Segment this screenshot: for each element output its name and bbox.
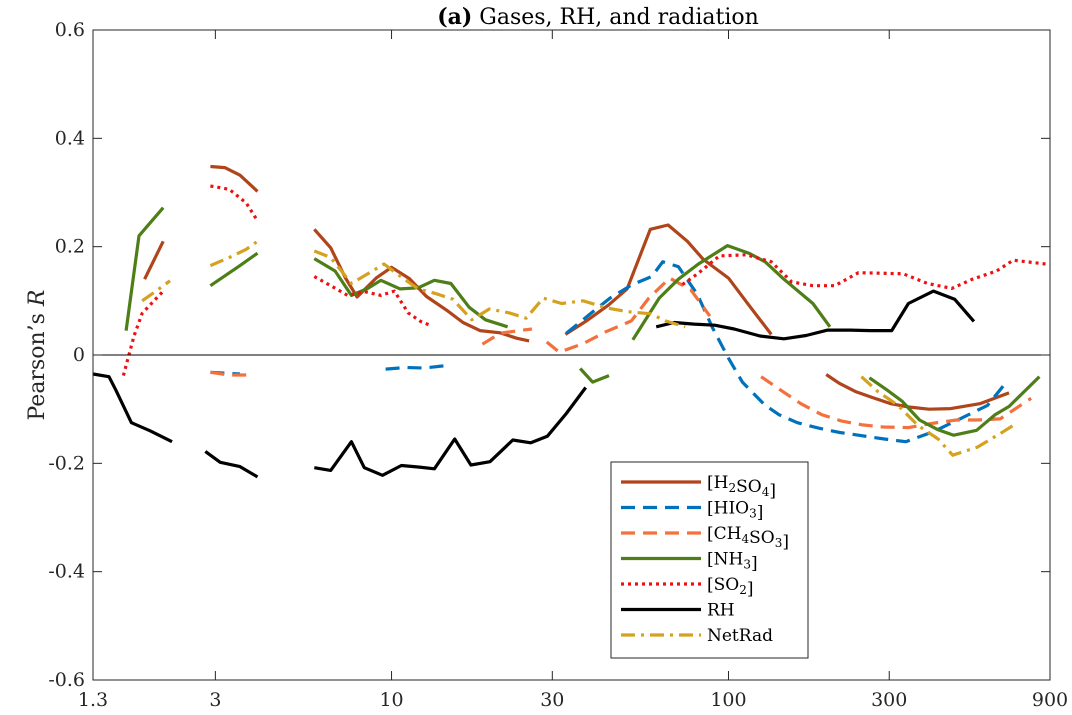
series-line-3-2 <box>313 257 509 329</box>
legend-label-3: [NH3] <box>707 550 758 574</box>
x-tick-label: 300 <box>871 689 907 711</box>
series-line-1-1 <box>385 364 445 371</box>
chart-title-prefix: (a) <box>437 4 472 30</box>
series-line-6-0 <box>141 279 171 303</box>
series-line-2-3 <box>760 375 1032 430</box>
x-tick-label: 100 <box>710 689 746 711</box>
series-line-5-1 <box>204 450 259 479</box>
series-line-5-2 <box>314 386 587 477</box>
series-6 <box>141 239 1015 457</box>
legend-label-1: [HIO3] <box>707 499 763 523</box>
series-line-6-2 <box>313 249 686 329</box>
legend-label-5: RH <box>707 601 735 621</box>
legend: [H2SO4][HIO3][CH4SO3][NH3][SO2]RH NetRad <box>610 461 809 659</box>
series-line-0-3 <box>564 223 773 336</box>
series-line-2-2 <box>545 276 712 354</box>
series-line-1-2 <box>565 260 1009 444</box>
series-line-0-0 <box>143 240 165 280</box>
x-tick-label: 10 <box>379 689 403 711</box>
series-line-5-3 <box>655 289 976 341</box>
x-tick-label: 30 <box>540 689 564 711</box>
series-line-4-3 <box>681 253 1051 290</box>
series-line-4-2 <box>313 275 431 327</box>
series-layer <box>92 164 1051 479</box>
series-line-4-1 <box>210 184 259 222</box>
legend-label-4: [SO2] <box>707 575 754 599</box>
series-line-2-0 <box>210 370 250 377</box>
series-4 <box>121 184 1051 377</box>
series-line-0-4 <box>825 373 1010 411</box>
chart-title: (a) Gases, RH, and radiation <box>437 4 759 30</box>
series-line-3-5 <box>868 375 1041 437</box>
series-5 <box>92 289 976 479</box>
series-line-6-3 <box>860 375 1015 457</box>
series-line-3-1 <box>209 251 259 288</box>
y-tick-label: 0.2 <box>55 236 85 258</box>
series-line-3-4 <box>631 244 832 341</box>
series-line-2-1 <box>481 327 533 346</box>
y-tick-label: 0.4 <box>55 127 85 149</box>
y-axis-label-main: Pearson’s <box>25 306 50 420</box>
legend-label-2: [CH4SO3] <box>707 524 789 552</box>
series-line-3-3 <box>579 367 610 384</box>
y-axis-label: Pearson’s R <box>25 289 50 420</box>
legend-label-6: NetRad <box>707 626 773 646</box>
y-tick-label: -0.2 <box>48 452 85 474</box>
series-2 <box>210 276 1032 430</box>
y-axis-label-var: R <box>25 289 50 307</box>
y-tick-label: -0.6 <box>48 669 85 691</box>
series-line-5-0 <box>92 372 173 444</box>
series-3 <box>124 206 1041 437</box>
series-line-3-0 <box>124 206 165 331</box>
series-line-6-1 <box>209 239 259 268</box>
x-tick-label: 1.3 <box>78 689 108 711</box>
series-line-0-1 <box>210 164 259 193</box>
x-tick-label: 3 <box>209 689 221 711</box>
y-tick-label: 0 <box>73 344 85 366</box>
x-tick-label: 900 <box>1032 689 1068 711</box>
y-tick-label: -0.4 <box>48 561 85 583</box>
legend-label-0: [H2SO4] <box>707 473 776 501</box>
chart-title-rest: Gases, RH, and radiation <box>472 5 759 30</box>
y-tick-label: 0.6 <box>55 19 85 41</box>
tick-layer: 1.3 3 10 30 100 300 900 0.6 0.4 0.2 0 -0.2 -0.4 -0.6 <box>48 19 1068 711</box>
